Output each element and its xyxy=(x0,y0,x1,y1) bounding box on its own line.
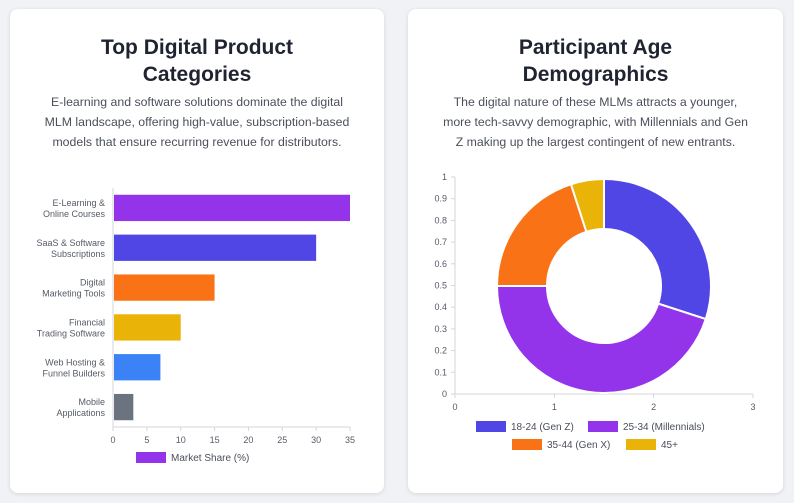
legend-label: 35-44 (Gen X) xyxy=(547,440,610,451)
category-label-line: Mobile xyxy=(78,397,105,407)
x-tick-label: 0 xyxy=(452,402,457,412)
legend-swatch xyxy=(476,421,506,432)
x-tick-label: 25 xyxy=(277,435,287,445)
bar xyxy=(114,274,215,301)
doughnut-slice xyxy=(495,182,588,287)
desc-line: Z making up the largest contingent of ne… xyxy=(455,135,736,149)
category-label: Web Hosting & Funnel Builders xyxy=(42,357,105,378)
category-label-line: Web Hosting & xyxy=(45,357,105,367)
bar xyxy=(114,234,317,261)
legend-label: 45+ xyxy=(661,440,678,451)
legend-swatch xyxy=(588,421,618,432)
category-label: Digital Marketing Tools xyxy=(42,278,105,299)
bar xyxy=(114,354,161,381)
category-label-line: Online Courses xyxy=(43,209,106,219)
desc-line: MLM landscape, offering high-value, subs… xyxy=(44,115,350,129)
desc-line: more tech-savvy demographic, with Millen… xyxy=(443,115,748,129)
legend-swatch xyxy=(626,439,656,450)
category-label: Mobile Applications xyxy=(56,397,105,418)
desc-line: E-learning and software solutions domina… xyxy=(51,95,343,109)
x-tick-label: 30 xyxy=(311,435,321,445)
x-tick-label: 10 xyxy=(176,435,186,445)
x-tick-label: 35 xyxy=(345,435,355,445)
y-tick-label: 0 xyxy=(442,389,447,399)
legend-label: Market Share (%) xyxy=(171,453,249,464)
category-label-line: E-Learning & xyxy=(52,198,105,208)
doughnut-chart: 0 0.1 0.2 0.3 0.4 0.5 0.6 0.7 0.8 0.9 1 0 1 2 3 18-24 (… xyxy=(434,172,755,451)
x-tick-label: 20 xyxy=(243,435,253,445)
x-tick-label: 1 xyxy=(552,402,557,412)
desc-line: models that ensure recurring revenue for… xyxy=(52,135,342,149)
y-tick-label: 0.5 xyxy=(434,281,447,291)
doughnut-slice xyxy=(603,177,712,321)
y-tick-label: 0.4 xyxy=(434,302,447,312)
bar-chart: E-Learning & Online Courses SaaS & Softwar… xyxy=(36,188,355,464)
category-label-line: Financial xyxy=(69,317,105,327)
legend-swatch xyxy=(512,439,542,450)
category-label: E-Learning & Online Courses xyxy=(43,198,106,219)
doughnut-slice xyxy=(569,177,605,234)
bar xyxy=(114,314,181,341)
bar xyxy=(114,194,350,222)
y-tick-label: 0.6 xyxy=(434,259,447,269)
category-label-line: Trading Software xyxy=(37,328,105,338)
y-tick-label: 0.3 xyxy=(434,324,447,334)
category-label-line: Digital xyxy=(80,278,105,288)
category-label-line: Marketing Tools xyxy=(42,289,105,299)
y-tick-label: 0.2 xyxy=(434,346,447,356)
y-tick-label: 1 xyxy=(442,172,447,182)
legend-label: 18-24 (Gen Z) xyxy=(511,422,574,433)
title-line: Top Digital Product xyxy=(100,36,294,59)
card-title: Top Digital Product Categories xyxy=(10,34,384,88)
x-tick-label: 0 xyxy=(110,435,115,445)
x-tick-label: 3 xyxy=(750,402,755,412)
title-line: Demographics xyxy=(522,63,669,86)
legend-label: 25-34 (Millennials) xyxy=(623,422,705,433)
title-line: Categories xyxy=(142,63,252,86)
card-description: E-learning and software solutions domina… xyxy=(10,92,384,152)
category-label: SaaS & Software Subscriptions xyxy=(36,238,105,259)
category-label-line: Subscriptions xyxy=(51,249,106,259)
card-description: The digital nature of these MLMs attract… xyxy=(408,92,783,152)
y-tick-label: 0.8 xyxy=(434,215,447,225)
y-tick-label: 0.1 xyxy=(434,367,447,377)
x-tick-label: 15 xyxy=(210,435,220,445)
category-label-line: SaaS & Software xyxy=(36,238,105,248)
category-label-line: Applications xyxy=(56,408,105,418)
category-label-line: Funnel Builders xyxy=(42,368,105,378)
x-tick-label: 5 xyxy=(144,435,149,445)
market-share-card: Top Digital Product Categories E-learning… xyxy=(10,9,384,493)
category-label: Financial Trading Software xyxy=(37,317,105,338)
x-tick-label: 2 xyxy=(651,402,656,412)
title-line: Participant Age xyxy=(518,36,673,59)
bar xyxy=(114,393,134,421)
age-demographics-card: Participant Age Demographics The digital … xyxy=(408,9,783,493)
legend-swatch xyxy=(136,452,166,463)
y-tick-label: 0.7 xyxy=(434,237,447,247)
card-title: Participant Age Demographics xyxy=(408,34,783,88)
doughnut-slice xyxy=(495,285,708,394)
y-tick-label: 0.9 xyxy=(434,194,447,204)
desc-line: The digital nature of these MLMs attract… xyxy=(453,95,738,109)
